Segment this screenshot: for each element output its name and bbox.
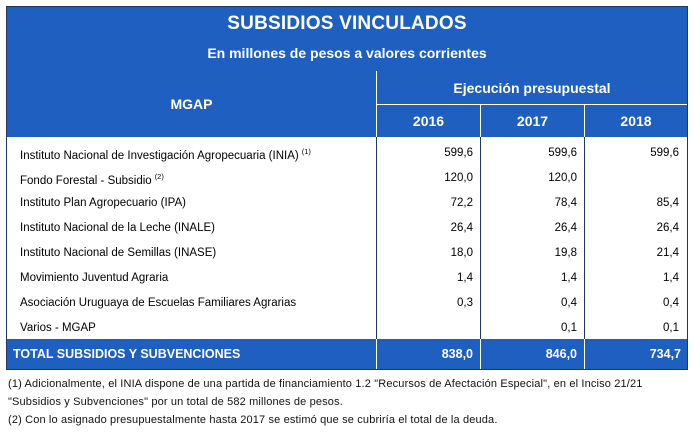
table-title: SUBSIDIOS VINCULADOS (227, 13, 467, 34)
row-label: Varios - MGAP (20, 322, 96, 334)
value-2017: 19,8 (554, 247, 577, 259)
column-divider (376, 137, 377, 339)
column-header-band: MGAP Ejecución presupuestal 2016 2017 20… (7, 71, 687, 137)
footnote-marker: (1) (301, 147, 311, 156)
column-divider (480, 339, 481, 369)
total-2018: 734,7 (649, 347, 681, 361)
value-2016: 18,0 (450, 247, 473, 259)
table-row: Fondo Forestal - Subsidio (2) 120,0 120,0 (7, 166, 687, 191)
value-2018: 21,4 (656, 247, 679, 259)
value-2017: 78,4 (554, 197, 577, 209)
table-row: Movimiento Juventud Agraria 1,4 1,4 1,4 (7, 266, 687, 291)
table-row: Instituto Plan Agropecuario (IPA) 72,2 7… (7, 191, 687, 216)
row-label: Instituto Nacional de la Leche (INALE) (20, 222, 215, 234)
title-band: SUBSIDIOS VINCULADOS En millones de peso… (7, 7, 687, 71)
row-label: Fondo Forestal - Subsidio (2) (20, 172, 164, 187)
footnote-1: (1) Adicionalmente, el INIA dispone de u… (8, 378, 643, 408)
value-2016: 1,4 (457, 272, 473, 284)
row-label: Instituto Nacional de Semillas (INASE) (20, 247, 217, 259)
value-2016: 599,6 (444, 147, 473, 159)
column-divider (376, 339, 377, 369)
table-row: Instituto Nacional de Semillas (INASE) 1… (7, 241, 687, 266)
footnotes: (1) Adicionalmente, el INIA dispone de u… (8, 375, 688, 429)
column-divider (584, 137, 585, 339)
table-row: Instituto Nacional de la Leche (INALE) 2… (7, 216, 687, 241)
value-2016: 0,3 (457, 297, 473, 309)
value-2017: 26,4 (554, 222, 577, 234)
table-row: Varios - MGAP 0,1 0,1 (7, 316, 687, 341)
year-header-2018: 2018 (620, 113, 652, 129)
budget-execution-header: Ejecución presupuestal (377, 71, 687, 105)
entity-column-header: MGAP (7, 71, 377, 137)
value-2018: 1,4 (663, 272, 679, 284)
value-2018: 0,4 (663, 297, 679, 309)
row-label: Asociación Uruguaya de Escuelas Familiar… (20, 297, 297, 309)
value-2017: 599,6 (548, 147, 577, 159)
table-body: Instituto Nacional de Investigación Agro… (7, 137, 687, 339)
total-row: TOTAL SUBSIDIOS Y SUBVENCIONES 838,0 846… (7, 339, 687, 369)
value-2016: 72,2 (450, 197, 473, 209)
table-row: Instituto Nacional de Investigación Agro… (7, 141, 687, 166)
value-2017: 0,4 (561, 297, 577, 309)
row-label: Movimiento Juventud Agraria (20, 272, 169, 284)
table-row: Asociación Uruguaya de Escuelas Familiar… (7, 291, 687, 316)
footnote-2: (2) Con lo asignado presupuestalmente ha… (8, 414, 498, 426)
value-2018: 0,1 (663, 322, 679, 334)
total-2016: 838,0 (441, 347, 473, 361)
table-subtitle: En millones de pesos a valores corriente… (207, 45, 487, 61)
value-2017: 120,0 (548, 172, 577, 184)
total-label: TOTAL SUBSIDIOS Y SUBVENCIONES (13, 347, 241, 361)
column-divider (480, 137, 481, 339)
value-2018: 599,6 (650, 147, 679, 159)
value-2017: 1,4 (561, 272, 577, 284)
year-header-2016: 2016 (377, 105, 481, 137)
footnote-marker: (2) (154, 172, 164, 181)
subsidies-table: SUBSIDIOS VINCULADOS En millones de peso… (6, 6, 688, 370)
value-2018: 26,4 (656, 222, 679, 234)
value-2016: 26,4 (450, 222, 473, 234)
row-label: Instituto Plan Agropecuario (IPA) (20, 197, 186, 209)
value-2018: 85,4 (656, 197, 679, 209)
column-divider (584, 339, 585, 369)
year-header-2017: 2017 (481, 105, 585, 137)
value-2017: 0,1 (561, 322, 577, 334)
row-label: Instituto Nacional de Investigación Agro… (20, 147, 311, 162)
value-2016: 120,0 (444, 172, 473, 184)
total-2017: 846,0 (545, 347, 577, 361)
